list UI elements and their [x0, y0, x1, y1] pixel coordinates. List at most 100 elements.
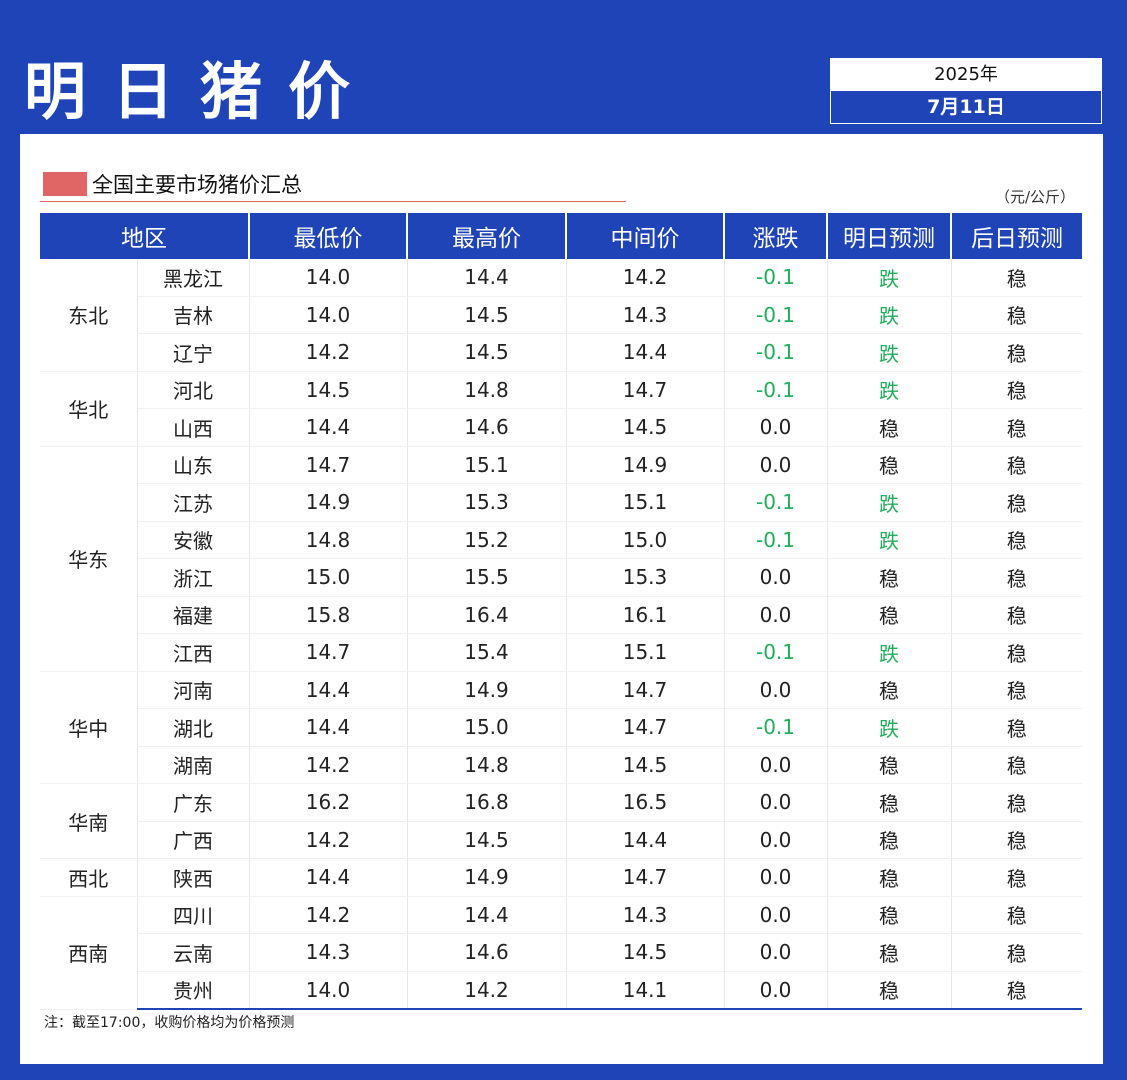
- after-forecast-cell: 稳: [951, 558, 1082, 597]
- mid-price-cell: 14.9: [566, 446, 725, 484]
- tomorrow-forecast-cell: 跌: [827, 633, 952, 672]
- header-mid: 中间价: [566, 213, 725, 259]
- low-price-cell: 14.2: [249, 333, 408, 372]
- section-title: 全国主要市场猪价汇总: [92, 173, 302, 197]
- low-price-cell: 14.7: [249, 446, 408, 484]
- tomorrow-forecast-cell: 稳: [827, 408, 952, 447]
- mid-price-cell: 15.1: [566, 483, 725, 522]
- table-row: 安徽 14.8 15.2 15.0 -0.1 跌稳: [40, 521, 1082, 559]
- change-cell: 0.0: [724, 933, 828, 972]
- high-price-cell: 14.5: [407, 821, 567, 859]
- after-forecast-cell: 稳: [951, 296, 1082, 334]
- after-forecast-cell: 稳: [951, 933, 1082, 972]
- change-cell: -0.1: [724, 633, 828, 672]
- after-forecast-cell: 稳: [951, 783, 1082, 822]
- section-divider: [40, 201, 626, 202]
- mid-price-cell: 15.3: [566, 558, 725, 597]
- mid-price-cell: 16.1: [566, 596, 725, 634]
- tomorrow-forecast-cell: 稳: [827, 858, 952, 897]
- table-row: 福建 15.8 16.4 16.1 0.0 稳稳: [40, 596, 1082, 634]
- table-row: 山西 14.4 14.6 14.5 0.0 稳稳: [40, 408, 1082, 447]
- mid-price-cell: 14.3: [566, 896, 725, 934]
- change-cell: 0.0: [724, 446, 828, 484]
- mid-price-cell: 14.3: [566, 296, 725, 334]
- header-region: 地区: [40, 213, 250, 259]
- page-title: 明日猪价: [24, 55, 377, 128]
- province-cell: 四川: [137, 896, 250, 934]
- high-price-cell: 15.1: [407, 446, 567, 484]
- high-price-cell: 14.5: [407, 333, 567, 372]
- price-table: 地区 最低价 最高价 中间价 涨跌 明日预测 后日预测 东北 黑龙江 14.0 14.…: [40, 213, 1082, 1010]
- region-cell: 华中: [40, 671, 138, 784]
- mid-price-cell: 14.5: [566, 746, 725, 784]
- low-price-cell: 15.8: [249, 596, 408, 634]
- tomorrow-forecast-cell: 稳: [827, 446, 952, 484]
- date-box: 2025年 7月11日: [830, 58, 1102, 124]
- after-forecast-cell: 稳: [951, 259, 1082, 297]
- low-price-cell: 14.7: [249, 633, 408, 672]
- table-row: 湖北 14.4 15.0 14.7 -0.1 跌稳: [40, 708, 1082, 747]
- province-cell: 黑龙江: [137, 259, 250, 297]
- tomorrow-forecast-cell: 稳: [827, 971, 952, 1010]
- table-row: 西南 四川 14.2 14.4 14.3 0.0 稳稳: [40, 896, 1082, 1010]
- mid-price-cell: 14.5: [566, 933, 725, 972]
- after-forecast-cell: 稳: [951, 633, 1082, 672]
- high-price-cell: 14.2: [407, 971, 567, 1010]
- after-forecast-cell: 稳: [951, 671, 1082, 709]
- table-row: 湖南 14.2 14.8 14.5 0.0 稳稳: [40, 746, 1082, 784]
- province-cell: 陕西: [137, 858, 250, 897]
- change-cell: 0.0: [724, 746, 828, 784]
- low-price-cell: 14.4: [249, 408, 408, 447]
- province-cell: 湖南: [137, 746, 250, 784]
- low-price-cell: 14.0: [249, 259, 408, 297]
- province-cell: 广东: [137, 783, 250, 822]
- table-row: 云南 14.3 14.6 14.5 0.0 稳稳: [40, 933, 1082, 972]
- province-cell: 贵州: [137, 971, 250, 1010]
- change-cell: 0.0: [724, 596, 828, 634]
- high-price-cell: 14.8: [407, 371, 567, 409]
- high-price-cell: 14.4: [407, 896, 567, 934]
- tomorrow-forecast-cell: 跌: [827, 333, 952, 372]
- table-row: 华南 广东 16.2 16.8 16.5 0.0 稳稳: [40, 783, 1082, 859]
- mid-price-cell: 14.7: [566, 371, 725, 409]
- after-forecast-cell: 稳: [951, 896, 1082, 934]
- mid-price-cell: 15.0: [566, 521, 725, 559]
- table-row: 吉林 14.0 14.5 14.3 -0.1 跌稳: [40, 296, 1082, 334]
- high-price-cell: 15.3: [407, 483, 567, 522]
- change-cell: -0.1: [724, 333, 828, 372]
- date-day: 7月11日: [927, 96, 1005, 118]
- tomorrow-forecast-cell: 跌: [827, 708, 952, 747]
- after-forecast-cell: 稳: [951, 708, 1082, 747]
- province-cell: 福建: [137, 596, 250, 634]
- table-row: 广西 14.2 14.5 14.4 0.0 稳稳: [40, 821, 1082, 859]
- tomorrow-forecast-cell: 稳: [827, 896, 952, 934]
- change-cell: 0.0: [724, 896, 828, 934]
- province-cell: 江苏: [137, 483, 250, 522]
- province-cell: 湖北: [137, 708, 250, 747]
- region-cell: 华北: [40, 371, 138, 447]
- date-year: 2025年: [831, 59, 1101, 91]
- mid-price-cell: 14.7: [566, 708, 725, 747]
- low-price-cell: 16.2: [249, 783, 408, 822]
- high-price-cell: 14.6: [407, 933, 567, 972]
- table-row: 东北 黑龙江 14.0 14.4 14.2 -0.1 跌稳: [40, 259, 1082, 372]
- province-cell: 辽宁: [137, 333, 250, 372]
- after-forecast-cell: 稳: [951, 858, 1082, 897]
- table-row: 华中 河南 14.4 14.9 14.7 0.0 稳稳: [40, 671, 1082, 784]
- table-row: 华东 山东 14.7 15.1 14.9 0.0 稳稳: [40, 446, 1082, 672]
- high-price-cell: 16.8: [407, 783, 567, 822]
- low-price-cell: 14.4: [249, 858, 408, 897]
- after-forecast-cell: 稳: [951, 746, 1082, 784]
- high-price-cell: 14.9: [407, 671, 567, 709]
- mid-price-cell: 14.4: [566, 821, 725, 859]
- low-price-cell: 14.9: [249, 483, 408, 522]
- table-row: 辽宁 14.2 14.5 14.4 -0.1 跌稳: [40, 333, 1082, 372]
- change-cell: 0.0: [724, 408, 828, 447]
- after-forecast-cell: 稳: [951, 483, 1082, 522]
- header-change: 涨跌: [724, 213, 828, 259]
- table-row: 浙江 15.0 15.5 15.3 0.0 稳稳: [40, 558, 1082, 597]
- low-price-cell: 14.0: [249, 296, 408, 334]
- change-cell: 0.0: [724, 971, 828, 1010]
- after-forecast-cell: 稳: [951, 408, 1082, 447]
- low-price-cell: 14.2: [249, 896, 408, 934]
